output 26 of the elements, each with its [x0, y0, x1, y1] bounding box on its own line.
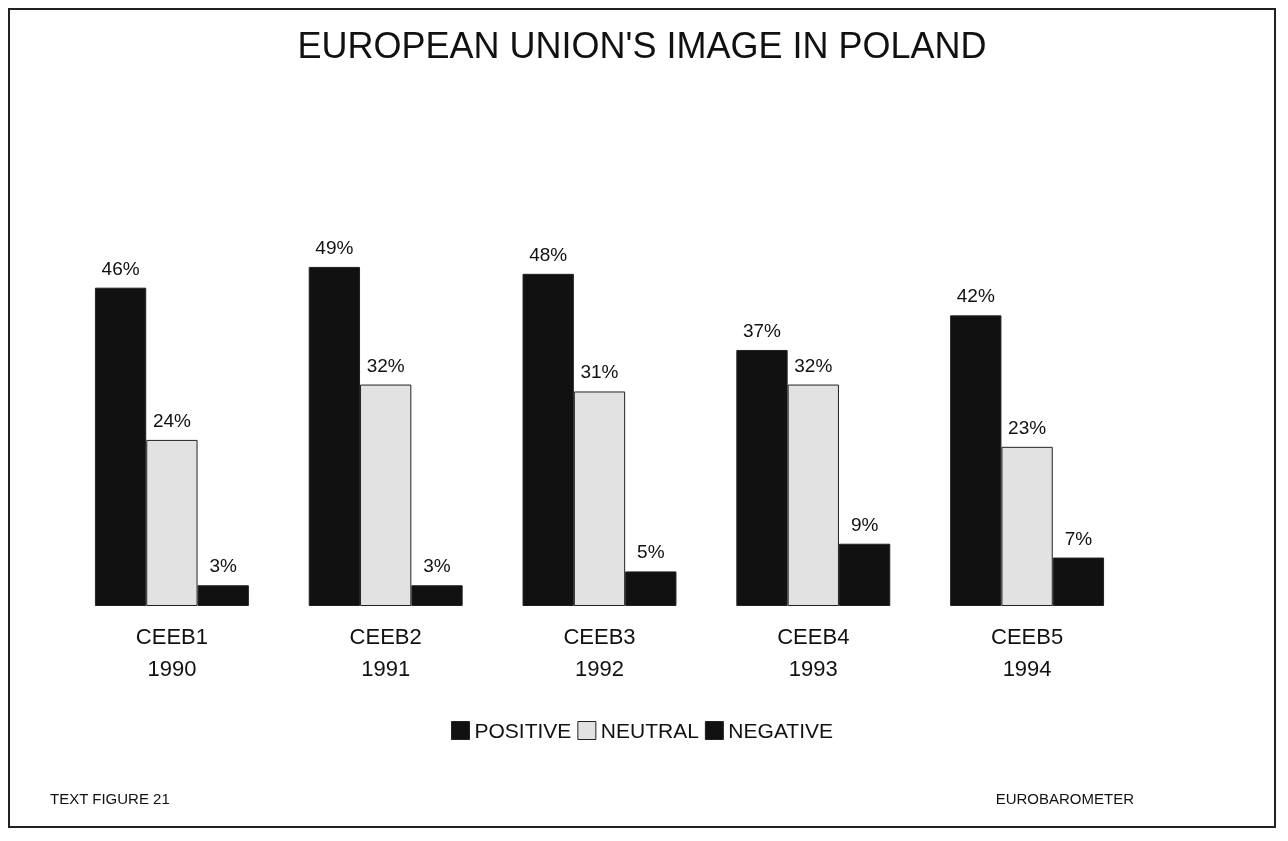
- x-tick-label: CEEB2 1991: [349, 623, 422, 681]
- x-tick-label: CEEB5 1994: [991, 623, 1064, 681]
- data-label: 42%: [956, 285, 995, 307]
- data-label: 46%: [101, 257, 140, 279]
- legend-label: NEGATIVE: [728, 719, 834, 742]
- x-tick-label: CEEB1 1990: [135, 623, 208, 681]
- text: TEXT FIGURE 21: [50, 790, 170, 807]
- x-tick-label: CEEB3 1992: [563, 623, 636, 681]
- legend-label: NEUTRAL: [600, 719, 699, 742]
- data-label: 31%: [580, 361, 619, 383]
- data-label: 7%: [1064, 527, 1093, 549]
- data-label: 3%: [209, 555, 238, 577]
- data-label: 37%: [742, 319, 782, 341]
- data-label: 32%: [794, 354, 833, 376]
- data-label: 24%: [152, 409, 192, 431]
- text: EUROBAROMETER: [995, 790, 1135, 807]
- data-label: 23%: [1008, 416, 1047, 438]
- data-label: 48%: [529, 243, 568, 265]
- x-tick-label: CEEB4 1993: [777, 623, 850, 681]
- data-label: 32%: [366, 354, 405, 376]
- data-label: 5%: [637, 541, 665, 563]
- data-label: 3%: [423, 555, 451, 577]
- chart-title: EUROPEAN UNION'S IMAGE IN POLAND: [297, 24, 987, 66]
- legend-label: POSITIVE: [474, 719, 572, 742]
- data-label: 9%: [850, 513, 879, 535]
- data-label: 49%: [315, 236, 354, 258]
